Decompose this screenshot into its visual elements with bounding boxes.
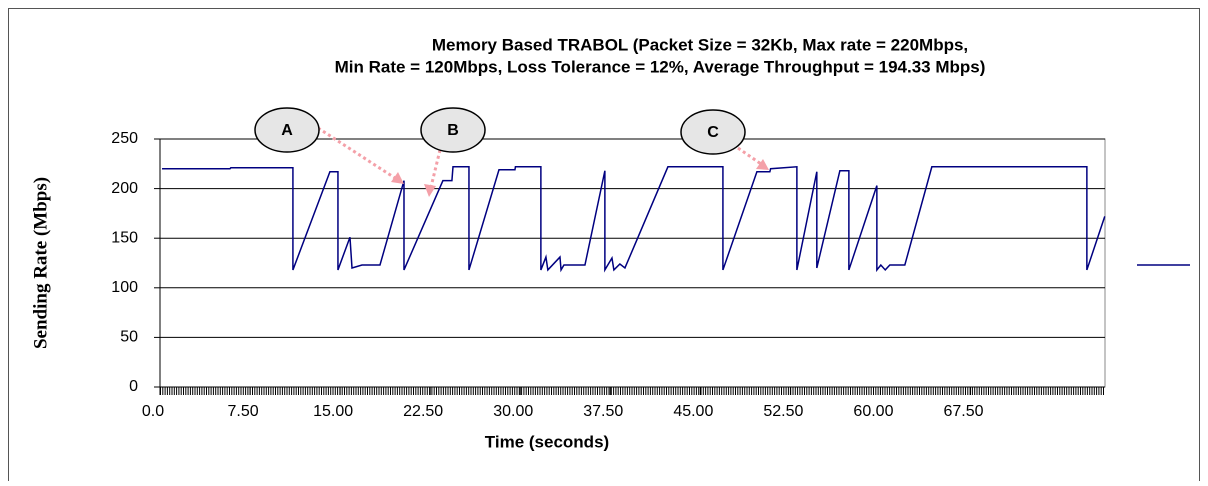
annotation-arrowhead — [424, 184, 436, 197]
annotation-arrow — [429, 149, 442, 188]
annotation-bubble — [680, 109, 746, 155]
annotation-bubble — [420, 107, 486, 153]
x-tick-label: 67.50 — [943, 403, 983, 420]
annotation-label: A — [281, 122, 293, 139]
chart-border — [8, 8, 1200, 486]
annotation-bubble — [254, 107, 320, 153]
x-tick-label: 15.00 — [313, 403, 353, 420]
y-tick-label: 0 — [129, 378, 138, 395]
annotation-label: B — [447, 122, 459, 139]
y-tick-label: 200 — [111, 180, 138, 197]
annotation-arrow — [737, 146, 762, 166]
x-tick-label: 45.00 — [673, 403, 713, 420]
y-tick-label: 250 — [111, 130, 138, 147]
x-tick-label: 37.50 — [583, 403, 623, 420]
y-tick-label: 50 — [120, 329, 138, 346]
plot-area: 0 50 100 150 200 250 0.0 7.50 15.00 22.50 30.00 37.… — [111, 130, 1106, 420]
chart-title: Memory Based TRABOL (Packet Size = 32Kb,… — [432, 35, 968, 54]
annotation-arrowhead — [391, 172, 404, 184]
x-tick-label: 0.0 — [142, 403, 164, 420]
annotations: A B C — [254, 107, 769, 197]
x-axis-title: Time (seconds) — [485, 432, 609, 451]
annotation-arrow — [317, 126, 399, 182]
x-tick-label: 30.00 — [493, 403, 533, 420]
y-axis-title: Sending Rate (Mbps) — [30, 177, 51, 349]
y-tick-label: 100 — [111, 279, 138, 296]
chart-subtitle: Min Rate = 120Mbps, Loss Tolerance = 12%… — [335, 57, 986, 76]
annotation-label: C — [707, 124, 719, 141]
x-tick-label: 52.50 — [763, 403, 803, 420]
x-tick-label: 22.50 — [403, 403, 443, 420]
annotation-arrowhead — [756, 159, 769, 170]
x-tick-label: 60.00 — [853, 403, 893, 420]
plot-frame — [159, 138, 1106, 388]
y-tick-label: 150 — [111, 229, 138, 246]
x-tick-label: 7.50 — [227, 403, 258, 420]
data-line — [162, 165, 1106, 273]
